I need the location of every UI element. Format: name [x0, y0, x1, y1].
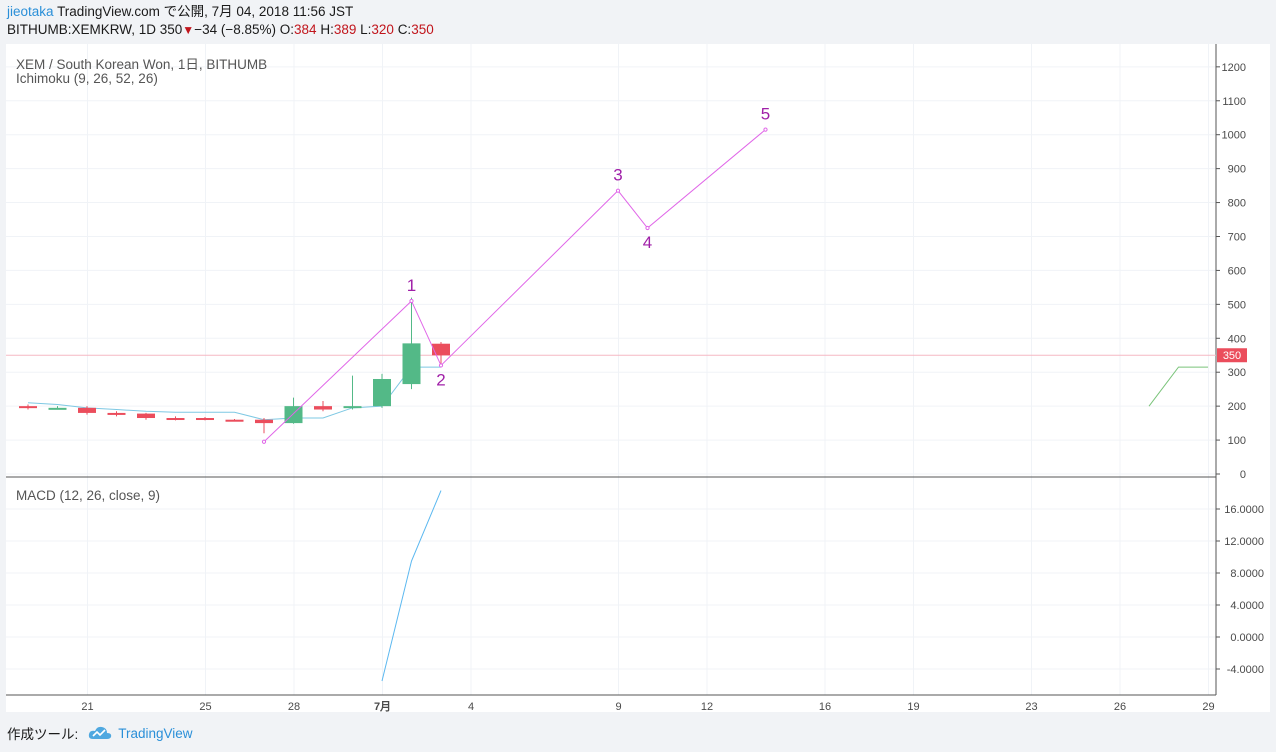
high-label: H:	[320, 22, 334, 37]
price-change: −34 (−8.85%)	[194, 22, 276, 37]
published-date: で公開, 7月 04, 2018 11:56 JST	[163, 4, 354, 19]
main-pane-title: XEM / South Korean Won, 1日, BITHUMB	[16, 57, 268, 72]
elliott-wave-line[interactable]	[263, 129, 766, 443]
high-value: 389	[333, 22, 357, 37]
time-tick-label: 7月	[374, 700, 391, 712]
low-value: 320	[371, 22, 394, 37]
macd-tick-label: 16.0000	[1224, 504, 1264, 516]
close-label: C:	[397, 22, 412, 37]
wave-point[interactable]	[763, 127, 768, 132]
symbol-label: BITHUMB:XEMKRW, 1D 350	[7, 22, 183, 37]
candle-body[interactable]	[78, 407, 96, 413]
macd-tick-label: 8.0000	[1230, 568, 1264, 580]
wave-label-5[interactable]: 5	[761, 105, 770, 124]
time-tick-label: 12	[701, 701, 713, 712]
wave-point[interactable]	[261, 439, 267, 444]
time-tick-label: 23	[1025, 701, 1037, 712]
candle-body[interactable]	[19, 406, 37, 409]
open-value: 384	[294, 22, 317, 37]
candle-body[interactable]	[284, 406, 303, 424]
candle-body[interactable]	[373, 378, 391, 407]
macd-tick-label: 0.0000	[1230, 632, 1264, 644]
chart-area[interactable]: 21 25 28 7月 4 9 12 16 19 23 26 29 1200 1100 1000 900 800…	[6, 44, 1270, 712]
price-tick-label: 500	[1228, 299, 1246, 311]
time-tick-label: 4	[468, 701, 474, 712]
macd-tick-label: 4.0000	[1230, 600, 1264, 612]
wave-point[interactable]	[615, 188, 621, 193]
wave-point[interactable]	[409, 298, 414, 304]
price-tick-label: 100	[1228, 435, 1246, 447]
candle-body[interactable]	[137, 413, 155, 419]
time-tick-label: 29	[1202, 701, 1214, 712]
macd-line	[381, 490, 442, 682]
chart-header: jieotaka TradingView.com で公開, 7月 04, 201…	[0, 0, 1276, 44]
candle-body[interactable]	[166, 418, 185, 421]
candle-body[interactable]	[107, 412, 126, 415]
tradingview-cloud-icon	[89, 726, 112, 739]
wave-point[interactable]	[438, 363, 444, 368]
ichimoku-legend[interactable]: Ichimoku (9, 26, 52, 26)	[16, 71, 158, 86]
candle-body[interactable]	[432, 343, 450, 356]
candle-body[interactable]	[255, 419, 273, 424]
candle-body[interactable]	[225, 419, 244, 422]
author-link[interactable]: jieotaka	[7, 4, 54, 19]
chart-canvas[interactable]: 21 25 28 7月 4 9 12 16 19 23 26 29120011001000900800…	[6, 44, 1270, 712]
close-value: 350	[411, 22, 434, 37]
symbol-info: BITHUMB:XEMKRW, 1D 350▼−34 (−8.85%) O:38…	[7, 21, 434, 39]
macd-legend[interactable]: MACD (12, 26, close, 9)	[16, 488, 161, 503]
macd-tick-label: 12.0000	[1224, 536, 1264, 548]
price-tick-label: 1200	[1222, 62, 1246, 74]
price-tick-label: 1000	[1222, 130, 1246, 142]
time-tick-label: 26	[1114, 701, 1126, 712]
price-tick-label: 300	[1228, 367, 1246, 379]
price-tick-label: 1100	[1222, 96, 1246, 108]
publish-info: jieotaka TradingView.com で公開, 7月 04, 201…	[7, 3, 353, 20]
price-tick-label: 900	[1228, 164, 1246, 176]
price-tick-label: 200	[1228, 401, 1246, 413]
ichimoku-leading-line	[1148, 366, 1208, 407]
last-price-tag	[1217, 348, 1247, 363]
time-tick-label: 16	[819, 701, 831, 712]
candle-body[interactable]	[196, 418, 214, 421]
wave-point[interactable]	[645, 225, 650, 231]
ichimoku-base-line	[27, 366, 441, 421]
price-tick-label: 800	[1228, 198, 1246, 210]
wave-label-4[interactable]: 4	[643, 233, 652, 252]
macd-tick-label: -4.0000	[1227, 664, 1264, 676]
time-tick-label: 21	[81, 701, 93, 712]
low-label: L:	[360, 22, 372, 37]
price-tick-label: 700	[1228, 231, 1246, 243]
wave-label-1[interactable]: 1	[407, 276, 416, 295]
price-tick-label: 400	[1228, 333, 1246, 345]
last-price-tag-label: 350	[1223, 350, 1241, 362]
tradingview-brand-link[interactable]: TradingView	[118, 725, 193, 741]
candle-body[interactable]	[314, 406, 332, 410]
candle-body[interactable]	[48, 407, 67, 410]
time-tick-label: 9	[615, 701, 621, 712]
time-tick-label: 28	[288, 701, 300, 712]
price-tick-label: 0	[1240, 469, 1246, 481]
made-with-label: 作成ツール:	[7, 727, 79, 742]
footer: 作成ツール: TradingView	[7, 722, 193, 744]
wave-label-2[interactable]: 2	[436, 370, 445, 389]
time-tick-label: 25	[199, 701, 211, 712]
open-label: O:	[279, 22, 295, 37]
time-tick-label: 19	[907, 701, 919, 712]
site-name: TradingView.com	[57, 4, 160, 19]
candle-body[interactable]	[343, 406, 362, 409]
price-tick-label: 600	[1228, 265, 1246, 277]
down-arrow-icon: ▼	[182, 23, 195, 37]
wave-label-3[interactable]: 3	[613, 166, 622, 185]
candle-body[interactable]	[402, 343, 421, 385]
